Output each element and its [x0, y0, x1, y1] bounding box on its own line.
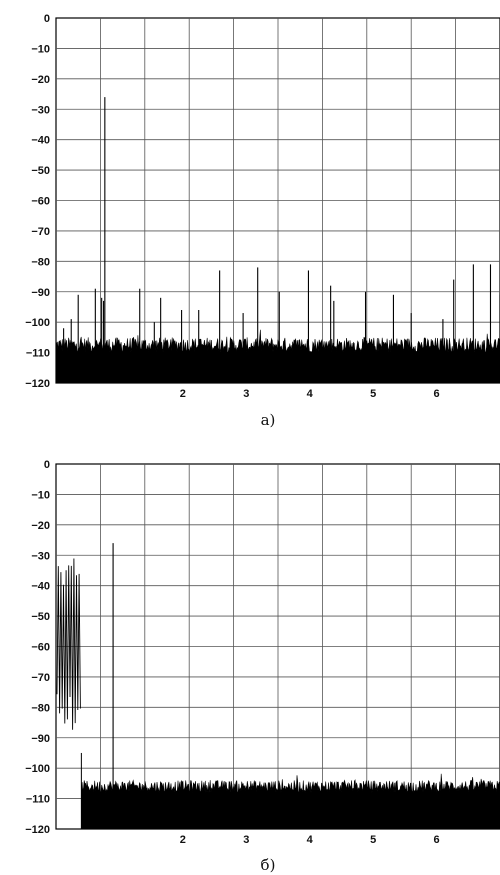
chart-a-marks: [55, 97, 500, 384]
y-tick-label: −10: [31, 43, 50, 55]
y-tick-label: −90: [31, 733, 50, 745]
chart-b-caption: б): [261, 856, 276, 874]
y-tick-label: −50: [31, 611, 50, 623]
y-tick-label: −50: [31, 165, 50, 177]
chart-a-caption: а): [261, 411, 276, 429]
x-tick-label: 6: [434, 834, 440, 846]
x-tick-label: 5: [370, 388, 376, 400]
chart-b-x-axis: 2 3 4 5 6: [180, 834, 440, 846]
y-tick-label: −10: [31, 489, 50, 501]
y-tick-label: −30: [31, 104, 50, 116]
y-tick-label: −120: [25, 824, 50, 836]
y-tick-label: −110: [26, 794, 50, 806]
y-tick-label: −60: [31, 642, 50, 654]
x-tick-label: 4: [307, 834, 314, 846]
y-tick-label: −90: [31, 287, 50, 299]
y-tick-label: −120: [25, 378, 50, 390]
y-tick-label: −70: [31, 226, 50, 238]
x-tick-label: 3: [243, 834, 249, 846]
y-tick-label: 0: [44, 13, 50, 25]
chart-b-y-axis: 0 −10 −20 −30 −40 −50 −60 −70 −80 −90 −100 −110 −120: [25, 459, 50, 836]
y-tick-label: −100: [25, 763, 50, 775]
noise-floor: [81, 773, 500, 830]
chart-a-y-axis: 0 −10 −20 −30 −40 −50 −60 −70 −80 −90 −100 −110 −120: [25, 13, 50, 390]
chart-b-marks: [56, 543, 500, 830]
y-tick-label: −40: [31, 135, 50, 147]
chart-b-grid: [56, 464, 500, 829]
chart-a: 0 −10 −20 −30 −40 −50 −60 −70 −80 −90 −100 −110 −120…: [25, 13, 500, 429]
y-tick-label: −20: [31, 74, 50, 86]
y-tick-label: −30: [31, 550, 50, 562]
low-frequency-band: [56, 558, 81, 730]
y-tick-label: −80: [31, 256, 50, 268]
chart-b: 0 −10 −20 −30 −40 −50 −60 −70 −80 −90 −100 −110 −120…: [25, 459, 500, 874]
x-tick-label: 2: [180, 834, 186, 846]
y-tick-label: −20: [31, 520, 50, 532]
x-tick-label: 3: [243, 388, 249, 400]
y-tick-label: −60: [31, 196, 50, 208]
x-tick-label: 4: [307, 388, 314, 400]
y-tick-label: −40: [31, 581, 50, 593]
noise-floor: [55, 329, 500, 384]
y-tick-label: 0: [44, 459, 50, 471]
y-tick-label: −70: [31, 672, 50, 684]
x-tick-label: 5: [370, 834, 376, 846]
y-tick-label: −110: [26, 348, 50, 360]
y-tick-label: −100: [25, 317, 50, 329]
x-tick-label: 6: [434, 388, 440, 400]
chart-a-x-axis: 2 3 4 5 6: [180, 388, 440, 400]
x-tick-label: 2: [180, 388, 186, 400]
y-tick-label: −80: [31, 702, 50, 714]
